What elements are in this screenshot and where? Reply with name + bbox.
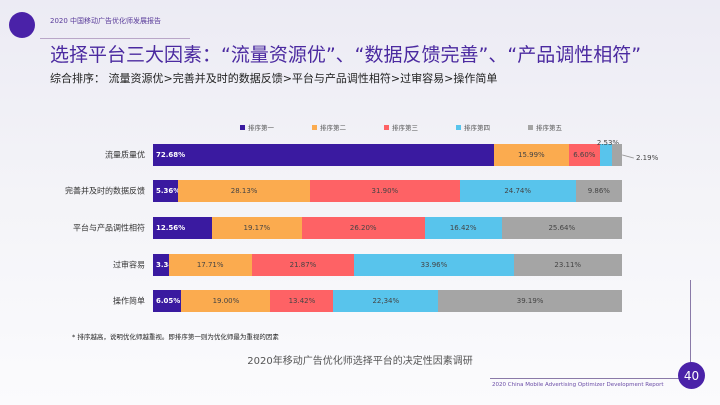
data-label: 72.68% bbox=[156, 151, 186, 159]
footnote: * 排序越高，说明优化师越重视。即排序第一则为优化师最为重视的因素 bbox=[72, 333, 279, 341]
data-label: 2.53% bbox=[596, 139, 620, 147]
chart-legend: 排序第一 排序第二 排序第三 排序第四 排序第五 bbox=[240, 122, 562, 132]
data-label: 19.00% bbox=[212, 297, 240, 305]
bar-segment bbox=[611, 144, 622, 166]
data-label: 33.96% bbox=[420, 261, 448, 269]
logo-circle bbox=[9, 12, 35, 38]
english-report-name: 2020 China Mobile Advertising Optimizer … bbox=[492, 382, 664, 388]
bar-segment: 19.17% bbox=[211, 217, 302, 239]
bar-segment: 15.99% bbox=[493, 144, 569, 166]
decorative-line bbox=[690, 280, 691, 365]
legend-item: 排序第四 bbox=[456, 122, 490, 132]
data-label: 6.60% bbox=[573, 151, 596, 159]
bar-segment: 16.42% bbox=[424, 217, 502, 239]
data-label: 5.36% bbox=[156, 187, 181, 195]
legend-swatch bbox=[456, 124, 461, 130]
bar-segment: 6.60% bbox=[568, 144, 600, 166]
page-title: 选择平台三大因素：“流量资源优”、“数据反馈完善”、“产品调性相符” bbox=[50, 44, 642, 66]
bar-segment: 39.19% bbox=[438, 290, 622, 312]
legend-item: 排序第三 bbox=[384, 122, 418, 132]
bar-segment: 33.96% bbox=[354, 254, 514, 276]
data-label: 6.05% bbox=[156, 297, 181, 305]
category-label: 过审容易 bbox=[113, 260, 145, 270]
bar-segment: 19.00% bbox=[181, 290, 271, 312]
data-label: 16.42% bbox=[449, 224, 477, 232]
bar-segment: 28.13% bbox=[178, 180, 311, 202]
legend-swatch bbox=[312, 124, 317, 130]
page-subtitle: 综合排序： 流量资源优>完善并及时的数据反馈>平台与产品调性相符>过审容易>操作… bbox=[50, 72, 498, 85]
data-label: 19.17% bbox=[243, 224, 271, 232]
bar-segment: 12.56% bbox=[153, 217, 212, 239]
data-label: 26.20% bbox=[349, 224, 377, 232]
category-label: 流量质量优 bbox=[105, 150, 145, 160]
data-label: 12.56% bbox=[156, 224, 186, 232]
legend-label: 排序第二 bbox=[320, 124, 346, 132]
bar-segment: 9.86% bbox=[575, 180, 622, 202]
page-number: 40 bbox=[678, 362, 705, 389]
bar-segment: 25.64% bbox=[501, 217, 622, 239]
data-label: 39.19% bbox=[516, 297, 544, 305]
legend-label: 排序第四 bbox=[464, 124, 490, 132]
data-label: 21.87% bbox=[289, 261, 317, 269]
category-label: 平台与产品调性相符 bbox=[73, 223, 145, 233]
data-label: 9.86% bbox=[587, 187, 610, 195]
data-label: 17.71% bbox=[196, 261, 224, 269]
legend-item: 排序第五 bbox=[528, 122, 562, 132]
bar-segment: 17.71% bbox=[168, 254, 252, 276]
bar-segment: 26.20% bbox=[301, 217, 425, 239]
divider bbox=[40, 38, 190, 39]
data-label: 25.64% bbox=[548, 224, 576, 232]
legend-label: 排序第五 bbox=[536, 124, 562, 132]
data-label: 15.99% bbox=[518, 151, 545, 159]
data-label: 2.19% bbox=[636, 154, 659, 162]
category-label: 完善并及时的数据反馈 bbox=[65, 186, 145, 196]
data-label: 23.11% bbox=[554, 261, 582, 269]
category-label: 操作简单 bbox=[113, 296, 145, 306]
legend-label: 排序第一 bbox=[248, 124, 274, 132]
data-label: 31.90% bbox=[371, 187, 399, 195]
legend-item: 排序第一 bbox=[240, 122, 274, 132]
bar-segment: 3.34% bbox=[153, 254, 180, 276]
legend-swatch bbox=[384, 124, 389, 130]
bar-segment: 72.68% bbox=[153, 144, 494, 166]
bar-segment: 5.36% bbox=[153, 180, 181, 202]
legend-item: 排序第二 bbox=[312, 122, 346, 132]
decorative-line bbox=[490, 378, 680, 379]
bar-segment: 6.05% bbox=[153, 290, 182, 312]
bar-segment: 31.90% bbox=[310, 180, 460, 202]
bar-segment bbox=[599, 144, 612, 166]
data-label: 22,34% bbox=[372, 297, 400, 305]
legend-label: 排序第三 bbox=[392, 124, 418, 132]
data-label: 24.74% bbox=[504, 187, 532, 195]
legend-swatch bbox=[240, 124, 245, 130]
bar-segment: 22,34% bbox=[333, 290, 439, 312]
bar-segment: 21.87% bbox=[251, 254, 355, 276]
bar-segment: 24.74% bbox=[459, 180, 576, 202]
leader-line bbox=[622, 154, 634, 159]
bar-segment: 13.42% bbox=[270, 290, 334, 312]
data-label: 13.42% bbox=[288, 297, 316, 305]
chart-caption: 2020年移动广告优化师选择平台的决定性因素调研 bbox=[247, 356, 473, 367]
report-name: 2020 中国移动广告优化师发展报告 bbox=[50, 17, 162, 25]
data-label: 3.34% bbox=[156, 261, 180, 269]
bar-segment: 23.11% bbox=[513, 254, 622, 276]
data-label: 28.13% bbox=[230, 187, 258, 195]
legend-swatch bbox=[528, 124, 533, 130]
